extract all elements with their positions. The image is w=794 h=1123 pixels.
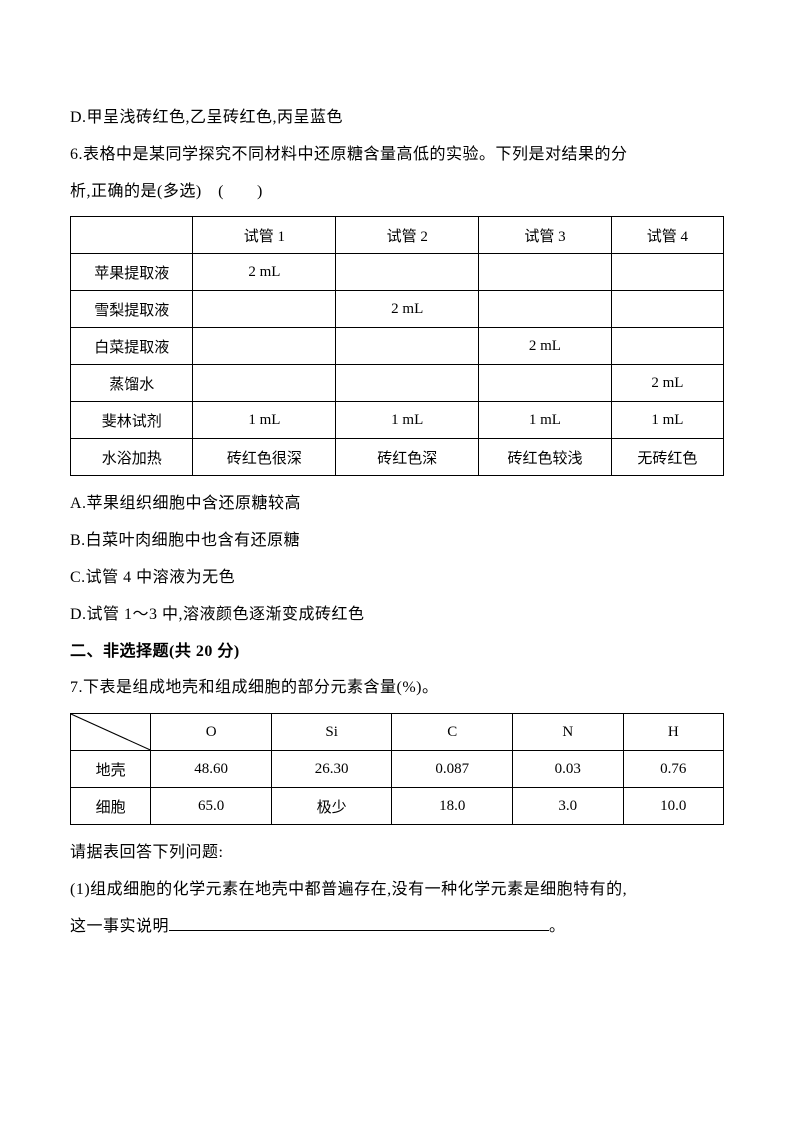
table-cell	[336, 365, 479, 402]
diagonal-line-icon	[71, 714, 150, 750]
table-cell: 苹果提取液	[71, 254, 193, 291]
table-cell	[193, 328, 336, 365]
table-cell	[71, 217, 193, 254]
table-row: 斐林试剂 1 mL 1 mL 1 mL 1 mL	[71, 402, 724, 439]
table-cell: 雪梨提取液	[71, 291, 193, 328]
q6-table: 试管 1 试管 2 试管 3 试管 4 苹果提取液 2 mL 雪梨提取液 2 m…	[70, 216, 724, 476]
table-cell: 2 mL	[479, 328, 612, 365]
table-row: 水浴加热 砖红色很深 砖红色深 砖红色较浅 无砖红色	[71, 439, 724, 476]
table-cell: 65.0	[151, 788, 272, 825]
table-cell: 10.0	[623, 788, 724, 825]
table-cell: Si	[271, 714, 392, 751]
table-cell: 地壳	[71, 751, 151, 788]
table-cell: 0.76	[623, 751, 724, 788]
table-cell: 0.03	[513, 751, 624, 788]
q7-after-1: 请据表回答下列问题:	[70, 835, 724, 872]
table-cell: O	[151, 714, 272, 751]
q6-option-d: D.试管 1～3 中,溶液颜色逐渐变成砖红色	[70, 597, 724, 634]
q7-sub1-prefix: 这一事实说明	[70, 918, 169, 935]
table-cell	[479, 365, 612, 402]
section-2-heading: 二、非选择题(共 20 分)	[70, 634, 724, 671]
table-cell: C	[392, 714, 513, 751]
table-cell-diagonal	[71, 714, 151, 751]
table-cell: 试管 3	[479, 217, 612, 254]
table-cell: 1 mL	[193, 402, 336, 439]
q7-stem: 7.下表是组成地壳和组成细胞的部分元素含量(%)。	[70, 670, 724, 707]
table-cell	[336, 328, 479, 365]
table-cell	[611, 328, 723, 365]
table-cell: 白菜提取液	[71, 328, 193, 365]
table-cell: 试管 4	[611, 217, 723, 254]
table-cell	[336, 254, 479, 291]
q6-option-b: B.白菜叶肉细胞中也含有还原糖	[70, 523, 724, 560]
table-cell	[611, 254, 723, 291]
table-cell: 细胞	[71, 788, 151, 825]
table-cell	[193, 365, 336, 402]
table-cell: 砖红色很深	[193, 439, 336, 476]
table-cell: 2 mL	[611, 365, 723, 402]
table-cell: 砖红色较浅	[479, 439, 612, 476]
table-cell: 48.60	[151, 751, 272, 788]
q7-table: O Si C N H 地壳 48.60 26.30 0.087 0.03 0.7…	[70, 713, 724, 825]
table-cell: 极少	[271, 788, 392, 825]
q6-stem-line2: 析,正确的是(多选) ( )	[70, 174, 724, 211]
q7-sub1-line2: 这一事实说明 。	[70, 909, 724, 946]
table-cell: 蒸馏水	[71, 365, 193, 402]
table-cell: 无砖红色	[611, 439, 723, 476]
table-cell: 1 mL	[336, 402, 479, 439]
table-row: O Si C N H	[71, 714, 724, 751]
table-cell: 1 mL	[479, 402, 612, 439]
table-cell: 18.0	[392, 788, 513, 825]
q7-sub1-suffix: 。	[549, 918, 566, 935]
q6-stem-line1: 6.表格中是某同学探究不同材料中还原糖含量高低的实验。下列是对结果的分	[70, 137, 724, 174]
table-cell: 砖红色深	[336, 439, 479, 476]
q6-option-a: A.苹果组织细胞中含还原糖较高	[70, 486, 724, 523]
table-cell: 3.0	[513, 788, 624, 825]
table-cell: 斐林试剂	[71, 402, 193, 439]
blank-underline	[169, 915, 549, 931]
table-cell	[479, 291, 612, 328]
table-cell: 试管 2	[336, 217, 479, 254]
table-row: 蒸馏水 2 mL	[71, 365, 724, 402]
table-cell: 2 mL	[336, 291, 479, 328]
q7-sub1-line1: (1)组成细胞的化学元素在地壳中都普遍存在,没有一种化学元素是细胞特有的,	[70, 872, 724, 909]
table-cell	[611, 291, 723, 328]
table-row: 试管 1 试管 2 试管 3 试管 4	[71, 217, 724, 254]
table-row: 细胞 65.0 极少 18.0 3.0 10.0	[71, 788, 724, 825]
table-cell: 试管 1	[193, 217, 336, 254]
q6-option-c: C.试管 4 中溶液为无色	[70, 560, 724, 597]
table-cell: 2 mL	[193, 254, 336, 291]
table-cell: 水浴加热	[71, 439, 193, 476]
table-row: 雪梨提取液 2 mL	[71, 291, 724, 328]
table-cell	[479, 254, 612, 291]
table-cell: 1 mL	[611, 402, 723, 439]
table-row: 地壳 48.60 26.30 0.087 0.03 0.76	[71, 751, 724, 788]
table-cell: 0.087	[392, 751, 513, 788]
table-cell	[193, 291, 336, 328]
table-row: 苹果提取液 2 mL	[71, 254, 724, 291]
option-d-text: D.甲呈浅砖红色,乙呈砖红色,丙呈蓝色	[70, 100, 724, 137]
table-row: 白菜提取液 2 mL	[71, 328, 724, 365]
table-cell: N	[513, 714, 624, 751]
table-cell: 26.30	[271, 751, 392, 788]
table-cell: H	[623, 714, 724, 751]
